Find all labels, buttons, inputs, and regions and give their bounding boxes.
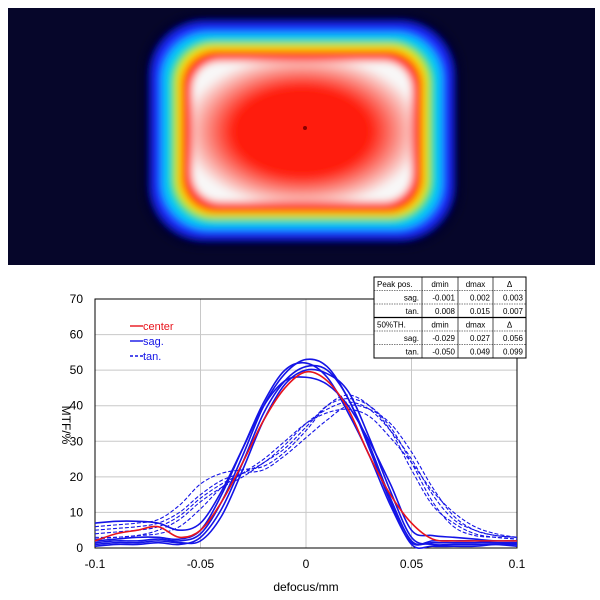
x-tick-label: -0.1 (85, 557, 106, 571)
y-axis-label: MTF/% (59, 406, 73, 445)
stats-table-cell: 0.099 (503, 348, 524, 357)
stats-table-cell: tan. (406, 348, 419, 357)
stats-table-cell: Δ (507, 280, 513, 289)
x-tick-labels: -0.1 -0.05 0 0.05 0.1 (85, 557, 526, 571)
stats-table-cell: 0.008 (435, 307, 456, 316)
stats-table-cell: 0.015 (470, 307, 491, 316)
series-line-tan-10 (94, 404, 518, 538)
stats-table-cell: 0.003 (503, 294, 524, 303)
stats-table-cell: 0.049 (470, 348, 491, 357)
legend-label-center: center (143, 321, 174, 333)
stats-table-cell: 0.056 (503, 334, 524, 343)
y-tick-label: 10 (70, 505, 84, 519)
stats-table-cell: dmax (466, 321, 486, 330)
x-tick-label: 0 (303, 557, 310, 571)
stats-table-cell: 0.002 (470, 294, 491, 303)
stats-table-cell: dmin (431, 321, 448, 330)
series-line-center-0 (94, 370, 517, 542)
stats-table-cell: dmin (431, 280, 448, 289)
y-tick-label: 50 (70, 363, 84, 377)
stats-table-cell: tan. (406, 307, 419, 316)
y-tick-label: 60 (70, 328, 84, 342)
stats-table-cell: -0.001 (432, 294, 455, 303)
y-tick-label: 40 (70, 399, 84, 413)
stats-table-cell: 0.027 (470, 334, 491, 343)
series-line-sag-2 (94, 368, 518, 548)
series-line-sag-5 (94, 376, 518, 542)
plot-area-border (94, 298, 518, 549)
series-line-sag-4 (94, 364, 518, 549)
stats-table-cell: sag. (404, 294, 419, 303)
beam-profile-image (8, 8, 595, 265)
y-tick-label: 0 (76, 541, 83, 555)
series-line-tan-6 (94, 394, 518, 540)
plot-frame (94, 298, 518, 549)
series-layer (94, 358, 518, 549)
stats-table-cell: 0.007 (503, 307, 524, 316)
legend-label-sag: sag. (143, 336, 164, 348)
stats-table-cell: dmax (466, 280, 486, 289)
stats-table-cell: -0.029 (432, 334, 455, 343)
legend-label-tan: tan. (143, 351, 161, 363)
stats-table-cell: 50%TH. (377, 321, 406, 330)
x-tick-label: 0.05 (400, 557, 424, 571)
beam-center-marker (303, 126, 307, 130)
series-line-sag-1 (94, 358, 518, 546)
y-tick-labels: 0 10 20 30 40 50 60 70 (70, 292, 84, 555)
stats-table-cell: sag. (404, 334, 419, 343)
x-tick-label: 0.1 (509, 557, 526, 571)
stats-table-cell: Δ (507, 321, 513, 330)
beam-spot (142, 13, 462, 248)
x-tick-label: -0.05 (187, 557, 215, 571)
series-line-tan-8 (94, 408, 518, 539)
x-axis-label: defocus/mm (273, 580, 338, 594)
legend: center sag. tan. (130, 321, 174, 363)
y-tick-label: 70 (70, 292, 84, 306)
y-tick-label: 20 (70, 470, 84, 484)
series-line-tan-7 (94, 401, 518, 538)
stats-table-cell: -0.050 (432, 348, 455, 357)
y-tick-label: 30 (70, 434, 84, 448)
stats-table-cell: Peak pos. (377, 280, 413, 289)
